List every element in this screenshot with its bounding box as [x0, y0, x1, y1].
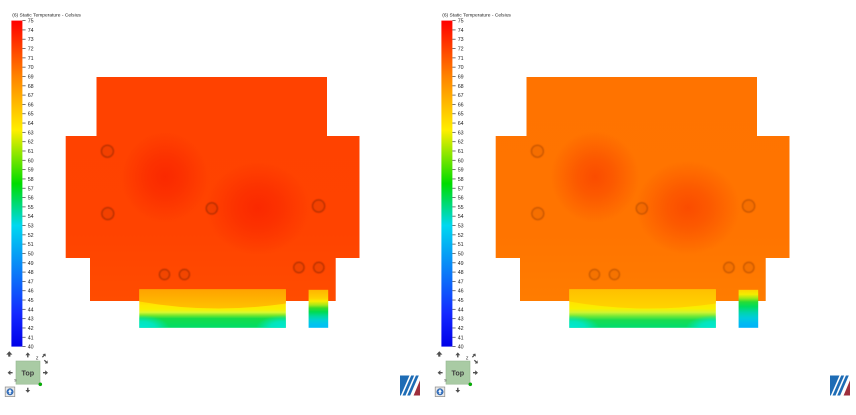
svg-text:41: 41 — [458, 335, 464, 341]
svg-text:54: 54 — [458, 214, 464, 220]
svg-text:65: 65 — [458, 112, 464, 118]
svg-text:49: 49 — [458, 261, 464, 267]
svg-text:56: 56 — [458, 196, 464, 202]
svg-text:65: 65 — [28, 112, 34, 118]
svg-text:42: 42 — [28, 326, 34, 332]
svg-text:62: 62 — [28, 140, 34, 146]
svg-text:51: 51 — [28, 242, 34, 248]
svg-text:48: 48 — [458, 270, 464, 276]
svg-text:52: 52 — [458, 233, 464, 239]
svg-text:66: 66 — [28, 102, 34, 108]
svg-text:45: 45 — [28, 298, 34, 304]
svg-text:51: 51 — [458, 242, 464, 248]
svg-text:59: 59 — [458, 168, 464, 174]
svg-text:74: 74 — [28, 28, 34, 34]
svg-text:44: 44 — [458, 307, 464, 313]
svg-text:57: 57 — [458, 186, 464, 192]
svg-text:63: 63 — [28, 130, 34, 136]
svg-text:43: 43 — [28, 317, 34, 323]
svg-text:75: 75 — [458, 19, 464, 25]
svg-text:68: 68 — [458, 84, 464, 90]
svg-text:67: 67 — [28, 93, 34, 99]
svg-text:58: 58 — [28, 177, 34, 183]
svg-text:46: 46 — [458, 289, 464, 295]
svg-text:66: 66 — [458, 102, 464, 108]
svg-text:54: 54 — [28, 214, 34, 220]
svg-text:40: 40 — [458, 345, 464, 351]
svg-text:48: 48 — [28, 270, 34, 276]
svg-text:74: 74 — [458, 28, 464, 34]
svg-text:Top: Top — [451, 369, 464, 378]
svg-text:49: 49 — [28, 261, 34, 267]
svg-text:53: 53 — [458, 224, 464, 230]
svg-text:72: 72 — [28, 47, 34, 53]
svg-text:z: z — [466, 356, 469, 362]
svg-text:50: 50 — [28, 251, 34, 257]
svg-text:53: 53 — [28, 224, 34, 230]
svg-text:62: 62 — [458, 140, 464, 146]
svg-text:69: 69 — [458, 74, 464, 80]
svg-text:64: 64 — [28, 121, 34, 127]
svg-text:61: 61 — [28, 149, 34, 155]
svg-text:64: 64 — [458, 121, 464, 127]
svg-text:47: 47 — [458, 279, 464, 285]
svg-text:72: 72 — [458, 47, 464, 53]
svg-text:43: 43 — [458, 317, 464, 323]
svg-text:59: 59 — [28, 168, 34, 174]
svg-text:67: 67 — [458, 93, 464, 99]
svg-text:s: s — [14, 378, 17, 383]
svg-text:(6) Static Temperature - Celsi: (6) Static Temperature - Celsius — [442, 12, 511, 18]
svg-text:57: 57 — [28, 186, 34, 192]
svg-text:73: 73 — [28, 37, 34, 43]
svg-text:60: 60 — [458, 158, 464, 164]
svg-text:61: 61 — [458, 149, 464, 155]
svg-text:55: 55 — [458, 205, 464, 211]
svg-text:50: 50 — [458, 251, 464, 257]
svg-text:Top: Top — [21, 369, 34, 378]
svg-text:52: 52 — [28, 233, 34, 239]
svg-text:s: s — [444, 378, 447, 383]
svg-text:45: 45 — [458, 298, 464, 304]
svg-text:56: 56 — [28, 196, 34, 202]
svg-text:71: 71 — [458, 56, 464, 62]
svg-text:44: 44 — [28, 307, 34, 313]
svg-text:60: 60 — [28, 158, 34, 164]
svg-text:47: 47 — [28, 279, 34, 285]
svg-text:70: 70 — [28, 65, 34, 71]
svg-text:40: 40 — [28, 345, 34, 351]
svg-text:46: 46 — [28, 289, 34, 295]
svg-text:42: 42 — [458, 326, 464, 332]
svg-text:73: 73 — [458, 37, 464, 43]
svg-text:63: 63 — [458, 130, 464, 136]
svg-text:71: 71 — [28, 56, 34, 62]
svg-text:75: 75 — [28, 19, 34, 25]
svg-text:z: z — [36, 356, 39, 362]
svg-text:69: 69 — [28, 74, 34, 80]
svg-text:55: 55 — [28, 205, 34, 211]
svg-text:70: 70 — [458, 65, 464, 71]
svg-text:(6) Static Temperature - Celsi: (6) Static Temperature - Celsius — [12, 12, 81, 18]
svg-text:41: 41 — [28, 335, 34, 341]
svg-text:68: 68 — [28, 84, 34, 90]
svg-text:58: 58 — [458, 177, 464, 183]
